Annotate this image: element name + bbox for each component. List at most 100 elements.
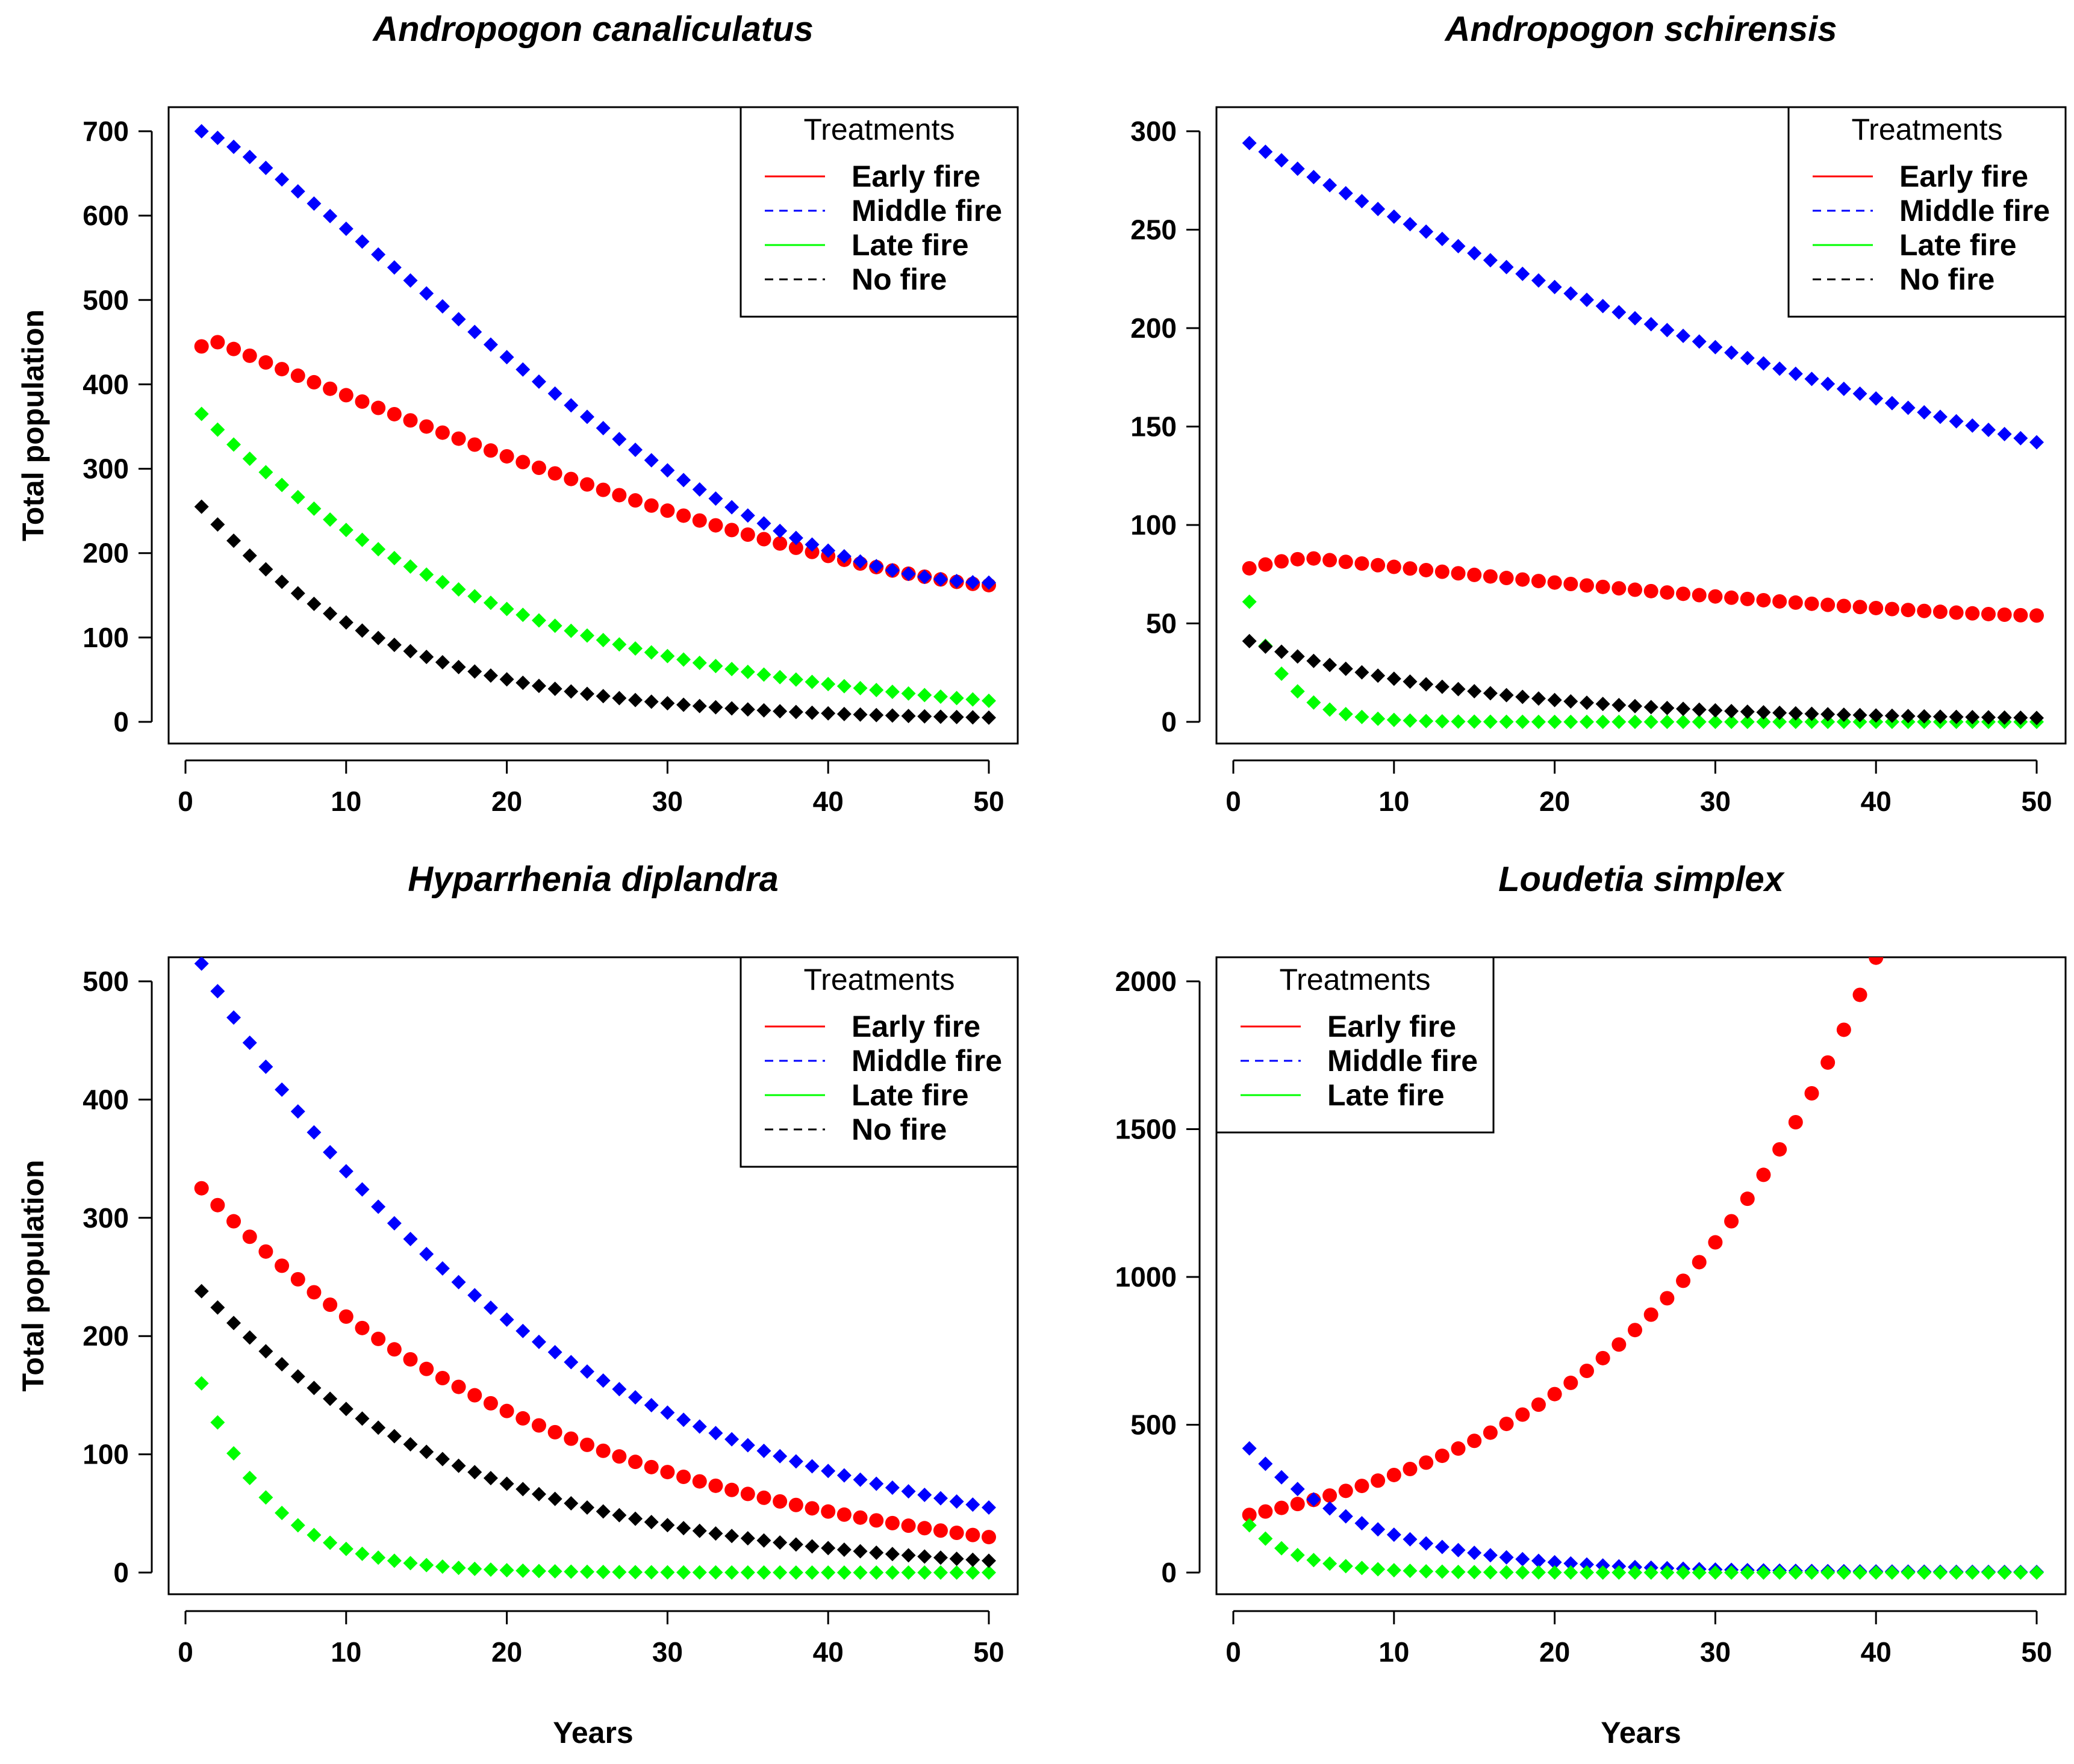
- data-point: [275, 1082, 290, 1097]
- data-point: [1274, 644, 1289, 659]
- data-point: [355, 1182, 370, 1197]
- data-point: [531, 1418, 546, 1433]
- data-point: [451, 1379, 466, 1394]
- data-point: [1467, 714, 1482, 729]
- data-point: [515, 675, 531, 691]
- x-tick-label: 40: [813, 1636, 844, 1668]
- data-point: [1515, 1565, 1530, 1580]
- y-tick-label: 250: [1130, 214, 1177, 246]
- data-point: [1547, 714, 1562, 729]
- data-point: [853, 707, 868, 722]
- data-point: [1403, 1461, 1418, 1476]
- data-point: [1884, 396, 1899, 411]
- data-point: [307, 374, 322, 390]
- data-point: [917, 1521, 932, 1536]
- y-tick-label: 100: [1130, 509, 1177, 541]
- data-point: [836, 1542, 852, 1557]
- data-point: [1386, 559, 1401, 574]
- data-point: [869, 683, 884, 698]
- data-point: [1579, 1565, 1594, 1580]
- data-point: [1258, 144, 1273, 160]
- data-point: [1836, 707, 1851, 722]
- data-point: [805, 544, 820, 559]
- data-point: [547, 466, 562, 481]
- data-point: [1579, 1557, 1594, 1572]
- data-point: [1579, 714, 1594, 729]
- data-point: [371, 1550, 386, 1565]
- legend-entry: No fire: [1899, 262, 1995, 296]
- data-point: [1836, 381, 1851, 396]
- x-tick-label: 10: [1378, 786, 1409, 817]
- data-point: [258, 465, 273, 480]
- data-point: [564, 1355, 579, 1370]
- y-tick-label: 0: [113, 1557, 129, 1588]
- data-point: [1274, 1470, 1289, 1485]
- data-point: [1788, 1115, 1803, 1130]
- data-point: [853, 1472, 868, 1487]
- data-point: [1820, 1565, 1836, 1580]
- data-point: [226, 1214, 241, 1229]
- data-point: [1756, 592, 1771, 607]
- y-tick-label: 0: [113, 706, 129, 738]
- x-tick-label: 30: [652, 786, 683, 817]
- panel-title: Loudetia simplex: [1498, 860, 1786, 899]
- data-point: [1531, 1565, 1546, 1580]
- data-point: [628, 641, 643, 656]
- data-point: [275, 477, 290, 492]
- data-point: [1483, 686, 1498, 701]
- data-point: [194, 1376, 209, 1391]
- data-point: [982, 1500, 996, 1515]
- data-point: [499, 1563, 514, 1578]
- data-point: [885, 563, 900, 578]
- data-point: [644, 1459, 659, 1474]
- data-point: [1434, 564, 1450, 579]
- data-point: [275, 362, 290, 377]
- data-point: [1981, 423, 1996, 438]
- data-point: [323, 512, 338, 527]
- data-point: [836, 706, 852, 721]
- data-point: [740, 1438, 755, 1453]
- data-point: [1676, 1565, 1691, 1580]
- data-point: [901, 1565, 916, 1580]
- data-point: [1419, 677, 1434, 692]
- data-point: [564, 623, 579, 638]
- data-point: [869, 559, 884, 574]
- data-point: [1740, 704, 1755, 719]
- data-point: [210, 130, 225, 145]
- data-point: [483, 443, 498, 458]
- data-point: [467, 1561, 482, 1576]
- data-point: [773, 669, 788, 685]
- data-point: [1628, 698, 1642, 713]
- data-point: [387, 260, 402, 275]
- data-point: [1451, 1564, 1466, 1579]
- data-point: [1612, 305, 1627, 320]
- data-point: [1467, 567, 1482, 582]
- data-point: [1820, 1055, 1836, 1070]
- x-axis: 0 10 20 30 40 50: [1225, 759, 2052, 817]
- series-middle-fire: [194, 957, 996, 1515]
- data-point: [1386, 712, 1401, 727]
- data-point: [1547, 1565, 1562, 1580]
- data-point: [355, 532, 370, 547]
- data-point: [1242, 1441, 1257, 1456]
- data-point: [483, 1396, 498, 1411]
- data-point: [2029, 608, 2044, 623]
- data-point: [692, 698, 707, 713]
- data-point: [1338, 1483, 1353, 1498]
- data-point: [1756, 1565, 1771, 1580]
- data-point: [788, 1537, 803, 1552]
- data-point: [1403, 561, 1418, 576]
- data-point: [1708, 340, 1723, 355]
- data-point: [708, 1478, 723, 1493]
- data-point: [628, 692, 643, 707]
- data-point: [1322, 702, 1338, 717]
- data-point: [628, 1565, 643, 1580]
- data-point: [740, 508, 755, 523]
- data-point: [403, 1352, 418, 1367]
- data-point: [1884, 1565, 1899, 1580]
- data-point: [1434, 1539, 1450, 1554]
- data-point: [371, 1420, 386, 1435]
- data-point: [1274, 1500, 1289, 1515]
- x-axis: 0 10 20 30 40 50: [1225, 1610, 2052, 1668]
